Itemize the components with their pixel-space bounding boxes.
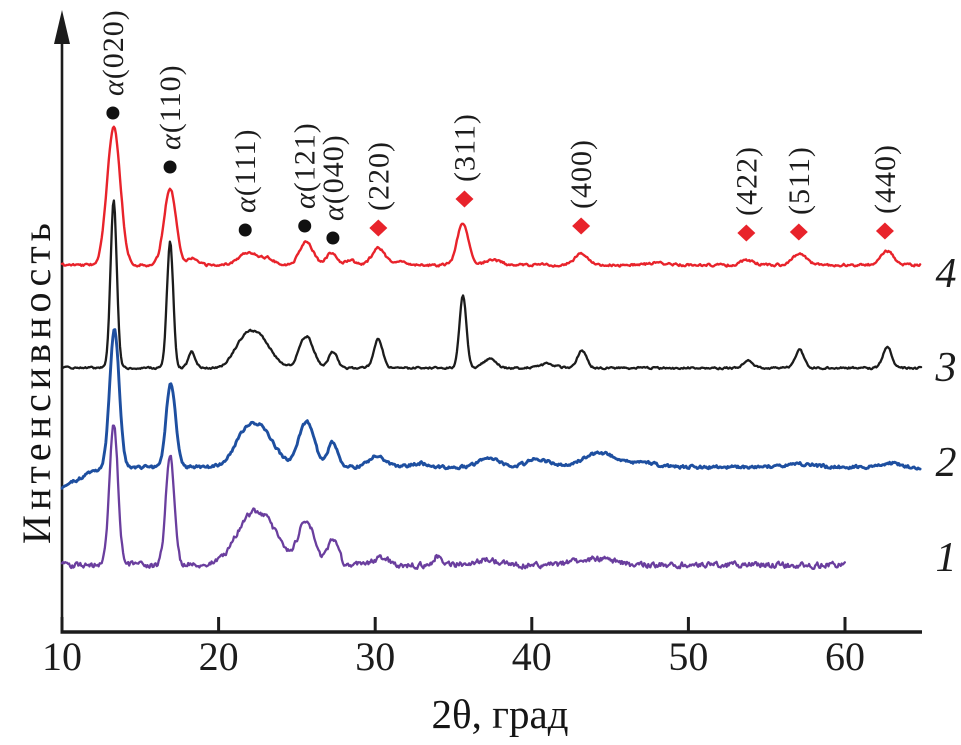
peak-diamond-marker: [875, 222, 894, 240]
xrd-curve-1: [60, 424, 846, 571]
y-axis-label: Интенсивность: [14, 218, 59, 544]
peak-circle-marker: [238, 223, 252, 237]
peak-diamond-marker: [455, 190, 474, 208]
x-tick-label: 40: [512, 634, 552, 679]
peak-label: (400): [565, 139, 598, 209]
y-axis-arrowhead: [54, 10, 70, 44]
xrd-curve-2: [60, 328, 922, 490]
xrd-curve-3: [60, 199, 923, 371]
peak-label: α(121): [289, 122, 322, 209]
peak-diamond-marker: [572, 217, 591, 235]
peak-label: (311): [448, 113, 481, 182]
peak-label: α(110): [154, 64, 187, 150]
curve-number-label: 1: [936, 535, 957, 581]
x-tick-label: 50: [668, 634, 708, 679]
x-tick-label: 20: [199, 634, 239, 679]
peak-label: (422): [730, 146, 763, 216]
curve-number-label: 3: [935, 345, 957, 391]
x-axis-label: 2θ, град: [431, 691, 569, 737]
peak-label: α(040): [317, 134, 350, 221]
peak-circle-marker: [106, 106, 120, 120]
peak-label: α(111): [229, 128, 262, 213]
peak-diamond-marker: [369, 219, 388, 237]
peak-circle-marker: [298, 219, 312, 233]
x-tick-label: 10: [42, 634, 82, 679]
peak-diamond-marker: [737, 224, 756, 242]
xrd-curve-4: [60, 125, 922, 268]
peak-label: (220): [362, 141, 395, 211]
peak-label: α(020): [97, 9, 130, 96]
peak-diamond-marker: [789, 223, 808, 241]
curve-number-label: 2: [936, 440, 957, 486]
peak-circle-marker: [326, 231, 340, 245]
curve-number-label: 4: [936, 251, 957, 297]
peak-label: (511): [783, 146, 816, 215]
x-tick-label: 30: [355, 634, 395, 679]
peak-label: (440): [869, 144, 902, 214]
x-tick-label: 60: [825, 634, 865, 679]
peak-circle-marker: [163, 160, 177, 174]
